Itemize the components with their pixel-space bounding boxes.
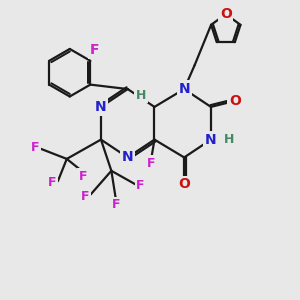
Text: O: O xyxy=(220,7,232,21)
Text: F: F xyxy=(112,199,120,212)
Text: N: N xyxy=(122,150,134,164)
Text: F: F xyxy=(30,140,39,154)
Text: N: N xyxy=(95,100,107,114)
Text: N: N xyxy=(205,133,217,147)
Text: F: F xyxy=(81,190,89,202)
Text: O: O xyxy=(178,177,190,191)
Text: H: H xyxy=(136,88,146,101)
Text: F: F xyxy=(79,170,87,183)
Text: O: O xyxy=(229,94,241,108)
Text: F: F xyxy=(90,44,100,57)
Text: F: F xyxy=(147,157,156,170)
Text: H: H xyxy=(224,133,234,146)
Text: F: F xyxy=(136,179,145,192)
Text: F: F xyxy=(48,176,57,189)
Text: N: N xyxy=(178,82,190,96)
